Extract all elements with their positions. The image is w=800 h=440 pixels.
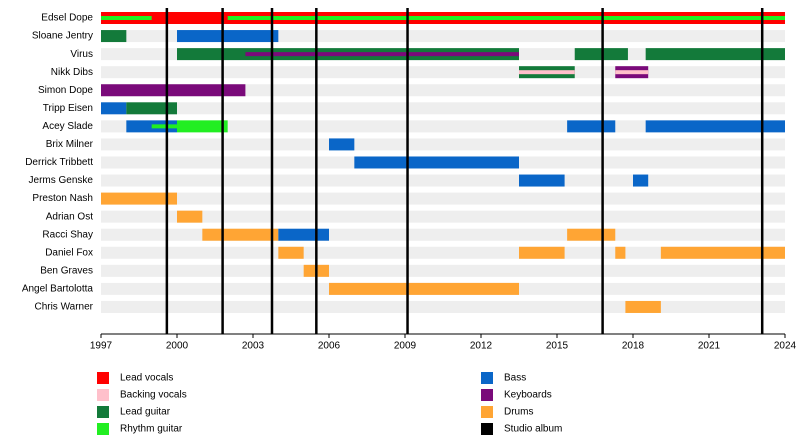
x-tick-label: 2003: [242, 341, 265, 352]
x-tick-label: 1997: [90, 341, 113, 352]
member-name: Chris Warner: [34, 302, 93, 313]
row-band: [101, 66, 785, 79]
x-tick-label: 2015: [546, 341, 569, 352]
role-bar: [567, 228, 616, 241]
role-bar: [354, 156, 519, 169]
member-name: Tripp Eisen: [43, 103, 93, 114]
role-bar: [202, 228, 279, 241]
member-name: Racci Shay: [42, 229, 93, 240]
member-name: Sloane Jentry: [32, 31, 93, 42]
legend-swatch: [481, 423, 493, 435]
role-bar: [633, 174, 649, 187]
role-bar: [329, 138, 355, 151]
legend-label: Studio album: [504, 424, 562, 435]
legend-label: Keyboards: [504, 390, 552, 401]
x-tick-label: 2006: [318, 341, 341, 352]
role-bar: [519, 174, 565, 187]
member-name: Preston Nash: [32, 193, 93, 204]
member-name: Derrick Tribbett: [25, 157, 93, 168]
member-name: Daniel Fox: [45, 247, 93, 258]
role-bar: [101, 102, 127, 115]
role-bar: [177, 210, 203, 223]
member-name: Brix Milner: [46, 139, 94, 150]
role-bar: [519, 246, 565, 259]
member-name: Ben Graves: [40, 265, 93, 276]
role-stripe: [101, 16, 152, 20]
x-tick-label: 2009: [394, 341, 417, 352]
role-bar: [101, 84, 246, 97]
member-name: Nikk Dibs: [51, 67, 93, 78]
row-band: [101, 300, 785, 313]
row-band: [101, 30, 785, 43]
row-band: [101, 174, 785, 187]
role-bar: [574, 48, 628, 61]
role-bar: [177, 30, 279, 43]
x-tick-label: 2021: [698, 341, 721, 352]
row-band: [101, 102, 785, 115]
member-name: Angel Bartolotta: [22, 284, 94, 295]
role-bar: [625, 300, 661, 313]
row-band: [101, 210, 785, 223]
row-band: [101, 192, 785, 205]
role-bar: [567, 120, 616, 133]
x-tick-label: 2000: [166, 341, 189, 352]
legend-swatch: [97, 372, 109, 384]
member-name: Virus: [70, 49, 93, 60]
role-bar: [615, 246, 626, 259]
role-bar: [126, 102, 177, 115]
role-stripe: [615, 70, 649, 75]
legend-label: Lead guitar: [120, 407, 171, 418]
role-bar: [645, 120, 785, 133]
member-name: Jerms Genske: [29, 175, 94, 186]
role-bar: [101, 30, 127, 43]
legend-label: Lead vocals: [120, 373, 173, 384]
role-stripe: [245, 52, 519, 57]
role-stripe: [227, 16, 785, 20]
role-bar: [660, 246, 785, 259]
legend-swatch: [481, 406, 493, 418]
member-name: Simon Dope: [38, 85, 93, 96]
legend-swatch: [481, 372, 493, 384]
role-bar: [278, 228, 329, 241]
row-band: [101, 264, 785, 277]
role-bar: [101, 192, 177, 205]
x-tick-label: 2024: [774, 341, 797, 352]
legend-label: Backing vocals: [120, 390, 187, 401]
row-band: [101, 138, 785, 151]
role-bar: [278, 246, 304, 259]
role-bar: [177, 120, 228, 133]
role-stripe: [519, 70, 575, 75]
role-bar: [329, 282, 519, 295]
legend-swatch: [97, 406, 109, 418]
role-stripe: [151, 124, 177, 129]
legend-swatch: [481, 389, 493, 401]
member-name: Acey Slade: [42, 121, 93, 132]
member-name: Adrian Ost: [46, 211, 93, 222]
legend-label: Rhythm guitar: [120, 424, 183, 435]
legend-swatch: [97, 423, 109, 435]
legend-swatch: [97, 389, 109, 401]
role-bar: [645, 48, 785, 61]
x-tick-label: 2018: [622, 341, 645, 352]
member-name: Edsel Dope: [41, 13, 93, 24]
legend-label: Bass: [504, 373, 526, 384]
x-tick-label: 2012: [470, 341, 493, 352]
legend-label: Drums: [504, 407, 533, 418]
